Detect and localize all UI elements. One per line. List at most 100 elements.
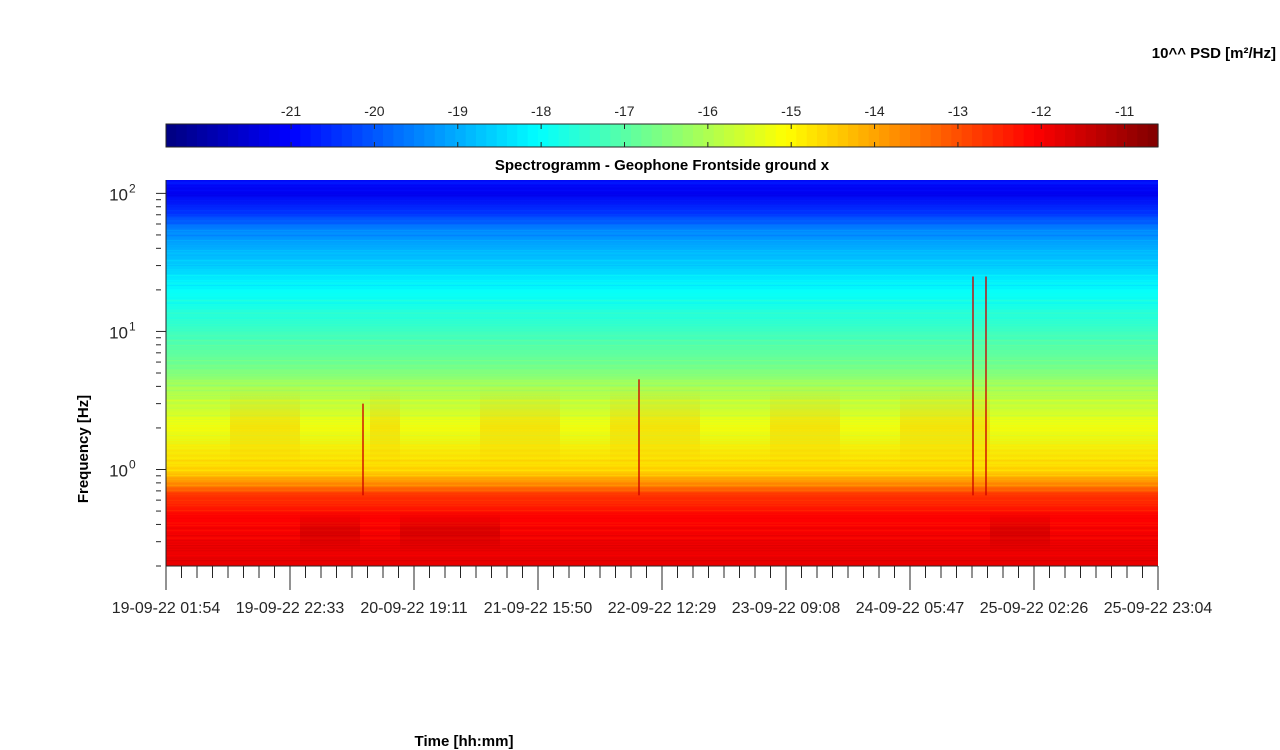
y-tick-base: 10 — [109, 462, 128, 481]
texture-line — [166, 327, 1158, 329]
texture-line — [166, 430, 1158, 432]
colorbar-frame — [165, 123, 1159, 148]
texture-line — [166, 552, 1158, 554]
texture-line — [166, 310, 1158, 312]
texture-line — [166, 542, 1158, 544]
texture-line — [166, 315, 1158, 317]
texture-line — [166, 490, 1158, 492]
colorbar-band — [166, 124, 177, 147]
colorbar-band — [817, 124, 828, 147]
colorbar-band — [693, 124, 704, 147]
texture-line — [166, 452, 1158, 454]
chart-title: Spectrogramm - Geophone Frontside ground… — [495, 157, 830, 174]
texture-line — [166, 557, 1158, 559]
texture-line — [166, 272, 1158, 274]
texture-line — [166, 435, 1158, 437]
colorbar-band — [837, 124, 849, 147]
texture-line — [166, 367, 1158, 369]
texture-line — [166, 332, 1158, 334]
texture-line — [166, 417, 1158, 419]
colorbar-ticks: -21 -20 -19 -18 -17 -16 -15 -14 -13 -12 -11 — [281, 103, 1134, 147]
colorbar-band — [507, 124, 518, 147]
x-tick-labels: 19-09-22 01:54 19-09-22 22:33 20-09-22 19:… — [112, 600, 1213, 617]
texture-line — [166, 517, 1158, 519]
texture-line — [166, 267, 1158, 269]
texture-line — [166, 375, 1158, 377]
texture-line — [166, 410, 1158, 412]
texture-line — [166, 180, 1158, 182]
colorbar-band — [1075, 124, 1087, 147]
colorbar-tick-label: -21 — [281, 103, 301, 119]
texture-line — [166, 510, 1158, 512]
colorbar-band — [755, 124, 766, 147]
colorbar-band — [248, 124, 260, 147]
colorbar-band — [734, 124, 746, 147]
x-tick-label: 25-09-22 02:26 — [980, 600, 1089, 617]
y-tick-label: 10 0 — [109, 458, 136, 481]
activity-burst — [370, 383, 400, 470]
texture-line — [166, 257, 1158, 259]
colorbar-band — [910, 124, 921, 147]
colorbar-band — [300, 124, 312, 147]
texture-line — [166, 432, 1158, 434]
texture-line — [166, 477, 1158, 479]
colorbar-band — [672, 124, 684, 147]
colorbar-band — [806, 124, 818, 147]
texture-line — [166, 487, 1158, 489]
texture-line — [166, 202, 1158, 204]
colorbar-tick-label: -14 — [864, 103, 884, 119]
texture-line — [166, 515, 1158, 517]
colorbar-tick-label: -16 — [698, 103, 718, 119]
texture-line — [166, 197, 1158, 199]
texture-line — [166, 502, 1158, 504]
texture-line — [166, 307, 1158, 309]
texture-line — [166, 260, 1158, 262]
texture-line — [166, 220, 1158, 222]
texture-line — [166, 230, 1158, 232]
colorbar-band — [827, 124, 839, 147]
colorbar-band — [207, 124, 219, 147]
texture-line — [166, 242, 1158, 244]
colorbar-tick-label: -17 — [614, 103, 634, 119]
y-axis-label: Frequency [Hz] — [75, 395, 92, 503]
texture-line — [166, 240, 1158, 242]
texture-line — [166, 532, 1158, 534]
x-ticks — [165, 566, 1159, 590]
colorbar-band — [434, 124, 446, 147]
texture-line — [166, 200, 1158, 202]
colorbar-band — [393, 124, 405, 147]
colorbar-band — [259, 124, 270, 147]
colorbar-band — [620, 124, 632, 147]
texture-line — [166, 222, 1158, 224]
texture-line — [166, 402, 1158, 404]
texture-line — [166, 562, 1158, 564]
texture-line — [166, 492, 1158, 494]
colorbar-band — [362, 124, 374, 147]
colorbar-band — [920, 124, 932, 147]
colorbar-tick-label: -15 — [781, 103, 801, 119]
texture-line — [166, 335, 1158, 337]
texture-line — [166, 252, 1158, 254]
texture-line — [166, 422, 1158, 424]
plot-area — [166, 180, 1158, 567]
colorbar-band — [527, 124, 539, 147]
texture-line — [166, 437, 1158, 439]
texture-line — [166, 357, 1158, 359]
colorbar-band — [682, 124, 694, 147]
colorbar-band — [321, 124, 332, 147]
texture-line — [166, 407, 1158, 409]
colorbar-band — [879, 124, 890, 147]
texture-line — [166, 342, 1158, 344]
texture-line — [166, 190, 1158, 192]
texture-line — [166, 530, 1158, 532]
low-freq-zone — [990, 511, 1050, 553]
texture-line — [166, 445, 1158, 447]
texture-line — [166, 405, 1158, 407]
colorbar-band — [217, 124, 229, 147]
colorbar-band — [868, 124, 880, 147]
spectrogram-events — [230, 276, 1050, 553]
colorbar-band — [1116, 124, 1128, 147]
